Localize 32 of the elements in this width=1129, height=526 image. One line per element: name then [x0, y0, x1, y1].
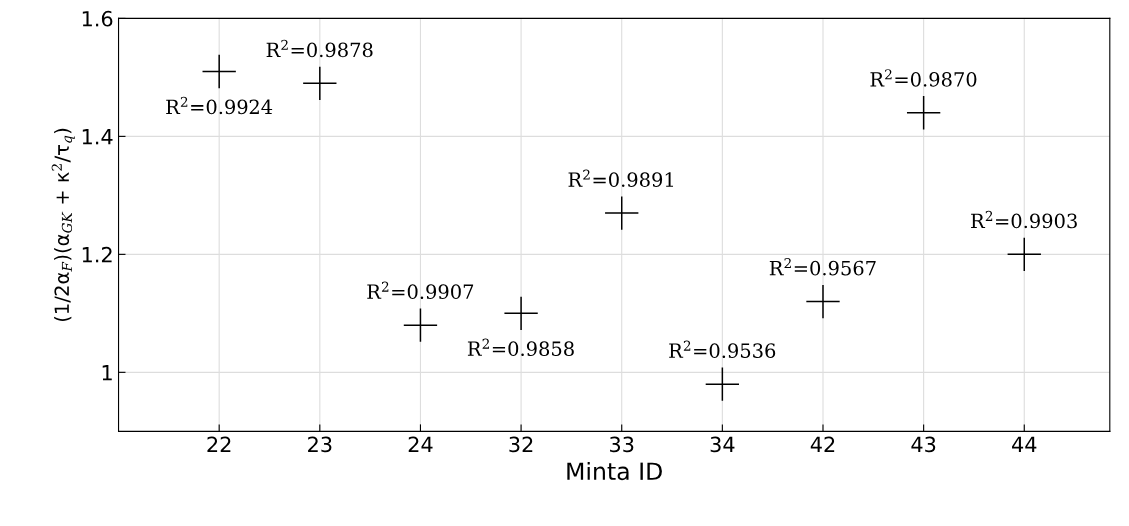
point — [504, 296, 538, 331]
x-tick-label: 33 — [610, 436, 634, 453]
x-axis-title: Minta ID — [567, 461, 662, 481]
point — [705, 367, 740, 401]
y-tick-label: 1.6 — [82, 10, 113, 27]
annotation: R$^{2}$=0.9903 — [971, 210, 1077, 229]
point — [303, 66, 337, 100]
annotation: R$^{2}$=0.9567 — [769, 257, 876, 276]
annotation: R$^{2}$=0.9924 — [166, 96, 273, 115]
annotation: R$^{2}$=0.9536 — [669, 340, 776, 358]
point — [806, 284, 840, 319]
annotation: R$^{2}$=0.9907 — [367, 281, 474, 300]
x-tick-label: 24 — [408, 436, 433, 453]
x-tick-label: 44 — [1012, 436, 1037, 453]
point — [605, 196, 639, 230]
point — [202, 54, 236, 89]
x-tick-label: 43 — [911, 436, 936, 453]
annotation: R$^{2}$=0.9858 — [467, 338, 574, 357]
y-tick-label: 1.4 — [82, 129, 113, 145]
x-tick-label: 42 — [810, 436, 835, 453]
point — [906, 96, 941, 130]
text: (1/2α$_{F}$)(α$_{GK}$ + κ$^{2}$/τ$_{q}$) — [51, 128, 75, 321]
point — [403, 308, 438, 342]
x-tick-label: 23 — [308, 436, 332, 453]
x-tick-label: 32 — [509, 436, 533, 453]
x-tick-label: 34 — [710, 436, 735, 453]
y-tick-label: 1 — [102, 365, 112, 381]
annotation: R$^{2}$=0.9870 — [870, 69, 977, 87]
x-tick-label: 22 — [207, 436, 231, 453]
annotation: R$^{2}$=0.9878 — [266, 39, 373, 58]
y-tick-label: 1.2 — [82, 246, 112, 263]
annotation: R$^{2}$=0.9891 — [568, 169, 674, 187]
